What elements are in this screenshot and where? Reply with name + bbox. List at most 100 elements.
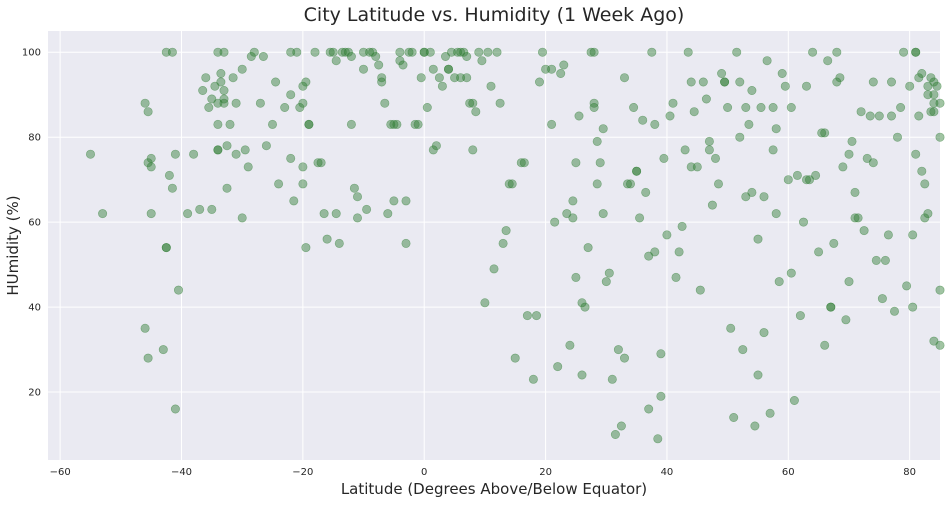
data-point (298, 179, 308, 189)
data-point (422, 103, 432, 113)
data-point (929, 90, 939, 100)
data-point (143, 107, 153, 117)
data-point (771, 124, 781, 134)
data-points (86, 47, 945, 444)
data-point (886, 111, 896, 121)
data-point (568, 213, 578, 223)
data-point (559, 60, 569, 70)
data-point (598, 209, 608, 219)
data-point (219, 86, 229, 96)
x-tick-label: 20 (539, 467, 552, 478)
data-point (258, 51, 268, 61)
data-point (935, 285, 945, 295)
data-point (453, 47, 463, 57)
x-tick-label: 40 (661, 467, 674, 478)
data-point (298, 162, 308, 172)
data-point (486, 81, 496, 91)
data-point (213, 119, 223, 129)
data-point (510, 353, 520, 363)
data-point (301, 77, 311, 87)
data-point (216, 77, 226, 87)
data-point (744, 119, 754, 129)
data-point (656, 349, 666, 359)
data-point (659, 153, 669, 163)
plot-area (48, 31, 940, 460)
data-point (619, 73, 629, 83)
data-point (698, 77, 708, 87)
data-point (929, 336, 939, 346)
data-point (850, 213, 860, 223)
data-point (213, 145, 223, 155)
data-point (598, 124, 608, 134)
data-point (398, 60, 408, 70)
data-point (274, 179, 284, 189)
data-point (671, 272, 681, 282)
data-point (571, 272, 581, 282)
data-point (804, 175, 814, 185)
data-point (261, 141, 271, 151)
data-point (601, 277, 611, 287)
data-point (883, 230, 893, 240)
data-point (286, 47, 296, 57)
data-point (267, 119, 277, 129)
data-point (419, 47, 429, 57)
data-point (644, 251, 654, 261)
data-point (477, 56, 487, 66)
data-point (456, 47, 466, 57)
data-point (349, 183, 359, 193)
data-point (932, 81, 942, 91)
data-point (914, 111, 924, 121)
data-point (410, 119, 420, 129)
data-point (726, 323, 736, 333)
data-point (164, 170, 174, 180)
data-point (665, 111, 675, 121)
x-tick-label: 80 (903, 467, 916, 478)
data-point (911, 149, 921, 159)
data-point (231, 98, 241, 108)
data-point (340, 47, 350, 57)
data-point (468, 145, 478, 155)
data-point (616, 421, 626, 431)
data-point (380, 98, 390, 108)
data-point (434, 73, 444, 83)
data-point (847, 136, 857, 146)
data-point (395, 47, 405, 57)
data-point (738, 345, 748, 355)
data-point (880, 255, 890, 265)
data-point (862, 153, 872, 163)
data-point (689, 107, 699, 117)
data-point (889, 306, 899, 316)
y-axis-title: HUmidity (%) (4, 195, 22, 295)
data-point (765, 408, 775, 418)
data-point (632, 166, 642, 176)
data-point (786, 268, 796, 278)
data-point (613, 345, 623, 355)
data-point (625, 179, 635, 189)
data-point (365, 47, 375, 57)
data-point (143, 353, 153, 363)
data-point (780, 81, 790, 91)
data-point (292, 47, 302, 57)
data-point (902, 281, 912, 291)
data-point (674, 247, 684, 257)
data-point (404, 47, 414, 57)
data-point (322, 234, 332, 244)
data-point (695, 285, 705, 295)
data-point (249, 47, 259, 57)
data-point (741, 103, 751, 113)
data-point (204, 103, 214, 113)
data-point (668, 98, 678, 108)
data-point (896, 103, 906, 113)
data-point (586, 47, 596, 57)
y-tick-label: 100 (22, 48, 41, 59)
data-point (844, 149, 854, 159)
data-point (425, 47, 435, 57)
data-point (829, 238, 839, 248)
data-point (856, 107, 866, 117)
data-point (237, 64, 247, 74)
y-axis-ticks: 20 40 60 80 100 (22, 48, 41, 399)
data-point (756, 103, 766, 113)
data-point (917, 69, 927, 79)
data-point (298, 98, 308, 108)
